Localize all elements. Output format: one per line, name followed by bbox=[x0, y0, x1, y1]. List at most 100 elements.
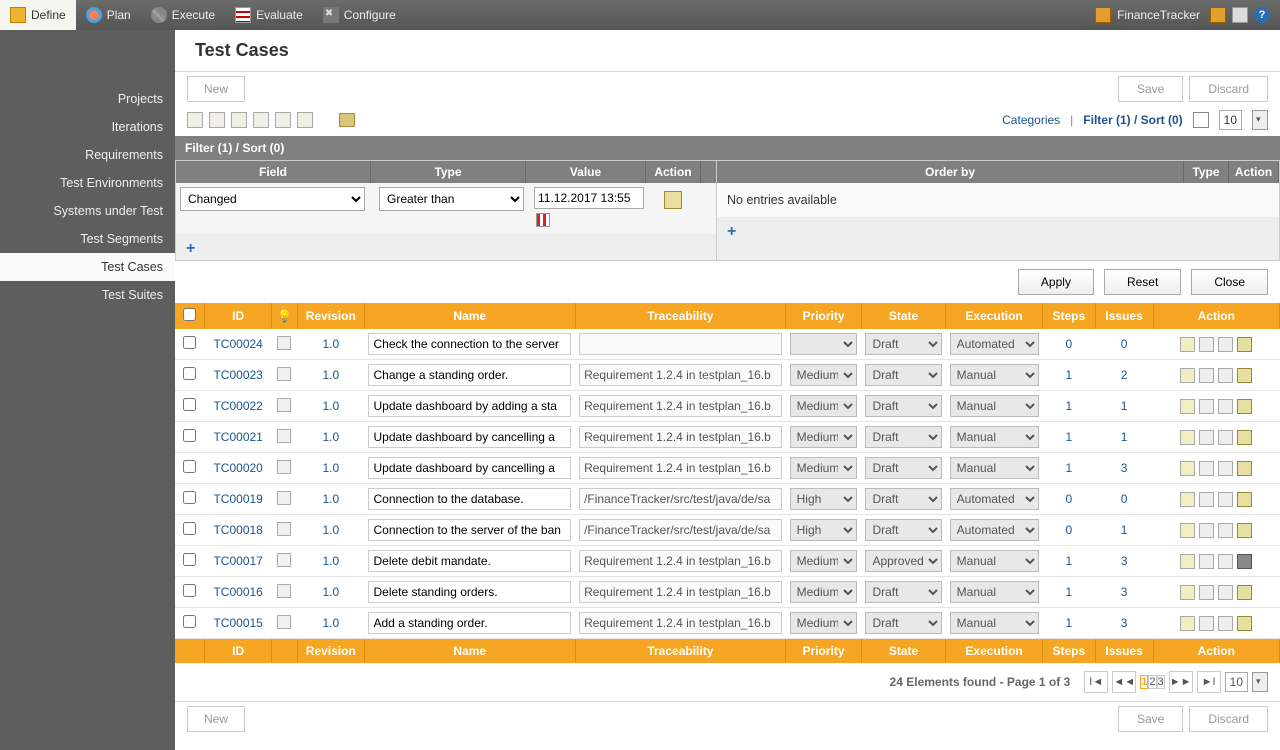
row-print-icon[interactable] bbox=[1199, 523, 1214, 538]
th-trace[interactable]: Traceability bbox=[575, 303, 786, 329]
name-input[interactable] bbox=[368, 395, 571, 417]
row-edit-icon[interactable] bbox=[1180, 399, 1195, 414]
row-checkbox[interactable] bbox=[183, 584, 196, 597]
row-print-icon[interactable] bbox=[1199, 430, 1214, 445]
row-edit-icon[interactable] bbox=[1180, 523, 1195, 538]
sidebar-item-requirements[interactable]: Requirements bbox=[0, 141, 175, 169]
row-delete-icon[interactable] bbox=[1237, 585, 1252, 600]
steps-link[interactable]: 1 bbox=[1047, 399, 1092, 413]
steps-link[interactable]: 0 bbox=[1047, 492, 1092, 506]
th-steps[interactable]: Steps bbox=[1043, 303, 1096, 329]
row-copy-icon[interactable] bbox=[1218, 616, 1233, 631]
name-input[interactable] bbox=[368, 333, 571, 355]
state-select[interactable]: Draft bbox=[865, 426, 941, 448]
trace-input[interactable] bbox=[579, 519, 782, 541]
toolbar-icon-2[interactable] bbox=[1232, 7, 1248, 23]
row-delete-icon[interactable] bbox=[1237, 492, 1252, 507]
row-copy-icon[interactable] bbox=[1218, 523, 1233, 538]
revision-link[interactable]: 1.0 bbox=[322, 492, 339, 506]
th-revision[interactable]: Revision bbox=[297, 303, 364, 329]
issues-link[interactable]: 1 bbox=[1099, 399, 1149, 413]
th-id[interactable]: ID bbox=[204, 303, 271, 329]
row-copy-icon[interactable] bbox=[1218, 585, 1233, 600]
execution-select[interactable]: Automated bbox=[950, 519, 1039, 541]
issues-link[interactable]: 1 bbox=[1099, 523, 1149, 537]
id-link[interactable]: TC00022 bbox=[213, 399, 262, 413]
row-delete-icon[interactable] bbox=[1237, 430, 1252, 445]
sidebar-item-test-segments[interactable]: Test Segments bbox=[0, 225, 175, 253]
priority-select[interactable]: Medium bbox=[790, 457, 858, 479]
row-delete-icon[interactable] bbox=[1237, 554, 1252, 569]
save-button-bottom[interactable]: Save bbox=[1118, 706, 1183, 732]
issues-link[interactable]: 3 bbox=[1099, 554, 1149, 568]
issues-link[interactable]: 0 bbox=[1099, 492, 1149, 506]
pager-page-3[interactable]: 3 bbox=[1157, 675, 1165, 689]
row-edit-icon[interactable] bbox=[1180, 368, 1195, 383]
trace-input[interactable] bbox=[579, 426, 782, 448]
th-priority[interactable]: Priority bbox=[786, 303, 862, 329]
revision-link[interactable]: 1.0 bbox=[322, 337, 339, 351]
th-state[interactable]: State bbox=[861, 303, 945, 329]
row-edit-icon[interactable] bbox=[1180, 461, 1195, 476]
name-input[interactable] bbox=[368, 519, 571, 541]
print-icon[interactable] bbox=[209, 112, 225, 128]
issues-link[interactable]: 3 bbox=[1099, 461, 1149, 475]
revision-link[interactable]: 1.0 bbox=[322, 399, 339, 413]
row-checkbox[interactable] bbox=[183, 615, 196, 628]
discard-button-bottom[interactable]: Discard bbox=[1189, 706, 1268, 732]
execution-select[interactable]: Manual bbox=[950, 581, 1039, 603]
select-all-checkbox[interactable] bbox=[183, 308, 196, 321]
name-input[interactable] bbox=[368, 488, 571, 510]
steps-link[interactable]: 0 bbox=[1047, 337, 1092, 351]
execution-select[interactable]: Manual bbox=[950, 550, 1039, 572]
row-print-icon[interactable] bbox=[1199, 585, 1214, 600]
toptab-evaluate[interactable]: Evaluate bbox=[225, 0, 313, 30]
new-button[interactable]: New bbox=[187, 76, 245, 102]
filter-value-input[interactable] bbox=[534, 187, 644, 209]
revision-link[interactable]: 1.0 bbox=[322, 430, 339, 444]
priority-select[interactable]: Medium bbox=[790, 612, 858, 634]
pager-next[interactable]: ►► bbox=[1169, 671, 1193, 693]
revision-link[interactable]: 1.0 bbox=[322, 616, 339, 630]
sidebar-item-systems-under-test[interactable]: Systems under Test bbox=[0, 197, 175, 225]
name-input[interactable] bbox=[368, 457, 571, 479]
page-size-dropdown[interactable] bbox=[1252, 110, 1268, 130]
trace-input[interactable] bbox=[579, 333, 782, 355]
priority-select[interactable]: Medium bbox=[790, 550, 858, 572]
steps-link[interactable]: 1 bbox=[1047, 585, 1092, 599]
sidebar-item-iterations[interactable]: Iterations bbox=[0, 113, 175, 141]
sidebar-item-test-environments[interactable]: Test Environments bbox=[0, 169, 175, 197]
trace-input[interactable] bbox=[579, 364, 782, 386]
state-select[interactable]: Draft bbox=[865, 457, 941, 479]
row-edit-icon[interactable] bbox=[1180, 616, 1195, 631]
toptab-configure[interactable]: Configure bbox=[313, 0, 406, 30]
revision-link[interactable]: 1.0 bbox=[322, 523, 339, 537]
steps-link[interactable]: 1 bbox=[1047, 616, 1092, 630]
name-input[interactable] bbox=[368, 581, 571, 603]
row-checkbox[interactable] bbox=[183, 336, 196, 349]
clone-icon[interactable] bbox=[297, 112, 313, 128]
state-select[interactable]: Draft bbox=[865, 581, 941, 603]
folder-icon[interactable] bbox=[339, 113, 355, 127]
id-link[interactable]: TC00024 bbox=[213, 337, 262, 351]
th-action[interactable]: Action bbox=[1153, 303, 1279, 329]
trace-input[interactable] bbox=[579, 457, 782, 479]
edit-icon[interactable] bbox=[187, 112, 203, 128]
add-orderby-icon[interactable]: + bbox=[727, 223, 741, 237]
export-icon[interactable] bbox=[1193, 112, 1209, 128]
priority-select[interactable]: Medium bbox=[790, 364, 858, 386]
add-filter-icon[interactable]: + bbox=[186, 240, 200, 254]
discard-button[interactable]: Discard bbox=[1189, 76, 1268, 102]
pager-page-2[interactable]: 2 bbox=[1148, 675, 1156, 689]
th-execution[interactable]: Execution bbox=[946, 303, 1043, 329]
toptab-define[interactable]: Define bbox=[0, 0, 76, 30]
row-checkbox[interactable] bbox=[183, 429, 196, 442]
issues-link[interactable]: 2 bbox=[1099, 368, 1149, 382]
copy-icon[interactable] bbox=[231, 112, 247, 128]
sidebar-item-test-cases[interactable]: Test Cases bbox=[0, 253, 175, 281]
pager-first[interactable]: I◄ bbox=[1084, 671, 1108, 693]
row-print-icon[interactable] bbox=[1199, 461, 1214, 476]
pager-last[interactable]: ►I bbox=[1197, 671, 1221, 693]
close-button[interactable]: Close bbox=[1191, 269, 1268, 295]
row-delete-icon[interactable] bbox=[1237, 523, 1252, 538]
